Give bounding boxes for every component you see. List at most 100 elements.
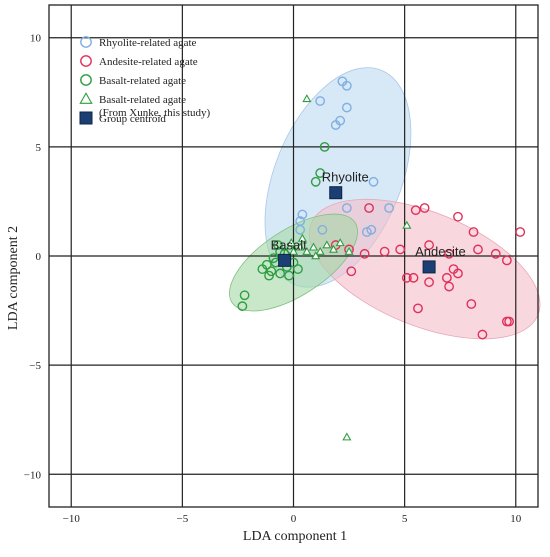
data-point	[257, 264, 268, 274]
data-point	[384, 203, 394, 213]
centroid-label-andesite: Andesite	[415, 244, 466, 259]
centroid-marker-rhyolite	[329, 186, 343, 200]
data-point	[319, 141, 330, 152]
centroid-marker-basalt	[278, 253, 292, 267]
data-point	[408, 272, 419, 283]
data-point	[346, 266, 357, 277]
data-point	[401, 272, 412, 283]
y-tick-label: 5	[36, 142, 42, 154]
data-point	[297, 209, 308, 220]
x-axis-title: LDA component 1	[243, 529, 347, 544]
legend-marker	[80, 74, 92, 86]
legend-entry-label: (From Xunke, this study)	[99, 107, 211, 119]
x-tick-label: 0	[291, 513, 297, 525]
data-point	[379, 246, 390, 257]
point-layer	[237, 76, 526, 441]
data-point	[477, 329, 488, 340]
data-point	[308, 242, 319, 251]
data-point	[368, 176, 379, 187]
data-point	[264, 270, 274, 281]
data-point	[330, 120, 341, 130]
centroid-label-basalt: Basalt	[271, 237, 308, 252]
data-point	[288, 246, 299, 255]
data-point	[310, 176, 321, 187]
data-point	[297, 233, 307, 242]
data-point	[286, 238, 296, 247]
data-point	[424, 240, 434, 250]
data-point	[359, 248, 370, 259]
centroid-layer: Rhyolite Andesite Basalt	[271, 170, 466, 274]
data-point	[344, 246, 354, 255]
x-tick-label: 10	[510, 513, 522, 525]
data-point	[284, 270, 294, 281]
data-point	[322, 240, 332, 249]
grid-layer	[49, 5, 538, 507]
data-point	[366, 224, 377, 235]
y-tick-label: 0	[36, 251, 42, 263]
data-point	[317, 224, 328, 235]
data-point	[341, 80, 352, 91]
legend-marker	[79, 92, 93, 104]
legend-entry-label: Andesite-related agate	[99, 56, 198, 68]
data-point	[315, 168, 326, 178]
centroid-marker-andesite	[422, 260, 436, 274]
data-point	[315, 96, 326, 106]
ellipse-layer	[229, 67, 541, 340]
legend-marker	[79, 111, 93, 125]
y-tick-label: 10	[30, 33, 42, 45]
data-point	[341, 102, 352, 113]
data-point	[302, 246, 312, 255]
data-point	[473, 244, 483, 255]
data-point	[504, 316, 515, 327]
y-tick-label: −10	[24, 469, 42, 481]
data-point	[328, 244, 339, 253]
data-point	[295, 242, 305, 251]
data-point	[335, 238, 345, 247]
legend-marker	[80, 36, 92, 48]
data-point	[419, 203, 430, 213]
axis-layer: −10 −5 0 5 10 −10 −5 0 5 10	[24, 4, 539, 525]
data-point	[413, 303, 423, 314]
data-point	[402, 220, 412, 229]
legend-entry-label: Rhyolite-related agate	[99, 37, 197, 49]
data-point	[444, 248, 454, 259]
data-point	[293, 264, 303, 274]
data-point	[237, 301, 248, 312]
data-point	[295, 216, 306, 226]
plot-frame	[48, 4, 539, 508]
data-point	[466, 299, 477, 309]
data-point	[268, 253, 279, 264]
data-point	[444, 281, 454, 292]
legend-entry-label: Basalt-related agate	[99, 94, 186, 106]
data-point	[364, 203, 374, 213]
y-tick-label: −5	[29, 360, 41, 372]
data-point	[453, 211, 463, 222]
data-point	[501, 255, 512, 266]
centroid-label-rhyolite: Rhyolite	[322, 170, 369, 185]
data-point	[342, 432, 352, 441]
data-point	[311, 251, 321, 260]
data-point	[395, 244, 406, 255]
data-point	[424, 277, 434, 288]
x-tick-label: −5	[177, 513, 189, 525]
data-point	[490, 248, 501, 259]
x-tick-label: 5	[402, 513, 408, 525]
data-point	[275, 268, 286, 279]
legend-entry-label: Group centroid	[99, 113, 166, 125]
data-point	[448, 264, 459, 274]
legend-entry-label: Basalt-related agate	[99, 75, 186, 87]
data-point	[441, 272, 452, 283]
data-point	[302, 94, 312, 103]
x-tick-label: −10	[63, 513, 81, 525]
data-point	[239, 290, 250, 301]
legend-layer: Rhyolite-related agate Andesite-related a…	[79, 36, 211, 125]
data-point	[410, 205, 421, 216]
data-point	[468, 227, 479, 237]
data-point	[341, 203, 352, 213]
data-point	[315, 246, 325, 255]
y-axis-title: LDA component 2	[6, 226, 21, 330]
legend-marker	[80, 55, 92, 67]
data-point	[515, 227, 526, 237]
